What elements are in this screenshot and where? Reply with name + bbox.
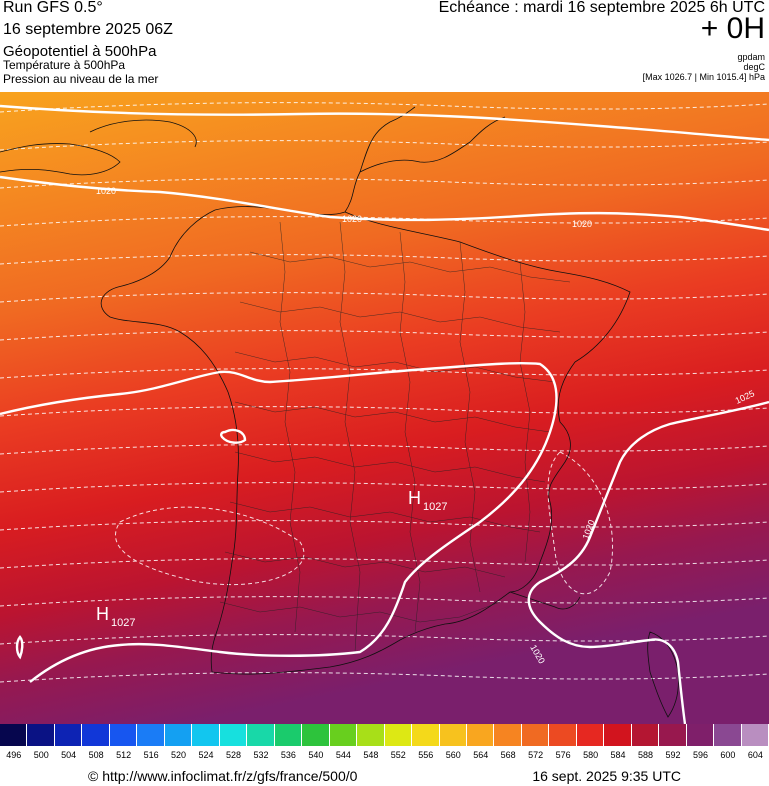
echeance-label: Echéance : mardi 16 septembre 2025 6h UT… xyxy=(438,0,765,16)
colorbar-swatch xyxy=(659,724,687,746)
colorbar-tick-label: 532 xyxy=(253,750,269,760)
layer-pressure-label: Pression au niveau de la mer xyxy=(3,72,159,86)
high-letter: H xyxy=(408,488,421,508)
colorbar-tick-label: 560 xyxy=(445,750,461,760)
colorbar-swatch xyxy=(109,724,138,746)
colorbar-tick-label: 580 xyxy=(583,750,599,760)
layer-geopotential-label: Géopotentiel à 500hPa xyxy=(3,43,157,60)
colorbar-swatch xyxy=(384,724,413,746)
run-date: 16 septembre 2025 06Z xyxy=(3,21,173,38)
colorbar-swatch xyxy=(27,724,55,746)
colorbar-swatch xyxy=(137,724,165,746)
forecast-offset: + 0H xyxy=(700,12,765,45)
colorbar-swatch xyxy=(604,724,632,746)
colorbar-tick-label: 576 xyxy=(555,750,571,760)
colorbar-tick-label: 604 xyxy=(747,750,763,760)
colorbar-swatch xyxy=(412,724,440,746)
layer-temperature-label: Température à 500hPa xyxy=(3,58,126,72)
colorbar-swatch xyxy=(494,724,522,746)
colorbar-tick-label: 540 xyxy=(308,750,324,760)
colorbar-tick-label: 516 xyxy=(143,750,159,760)
footer-credit: © http://www.infoclimat.fr/z/gfs/france/… xyxy=(88,768,358,784)
colorbar-tick-label: 588 xyxy=(638,750,654,760)
footer-timestamp: 16 sept. 2025 9:35 UTC xyxy=(532,768,681,784)
colorbar-labels: 496 500 504 508 512 516 520 524 528 532 536 540 544 5… xyxy=(0,749,769,763)
pressure-range: [Max 1026.7 | Min 1015.4] hPa xyxy=(642,72,765,82)
colorbar-tick-label: 544 xyxy=(335,750,351,760)
isobar-label: 1020 xyxy=(342,214,362,224)
colorbar-tick-label: 496 xyxy=(6,750,22,760)
weather-map[interactable]: 1020 1020 1020 1025 1020 1020 H 1027 H 1… xyxy=(0,92,769,724)
colorbar-swatch xyxy=(82,724,110,746)
high-letter: H xyxy=(96,604,109,624)
high-pressure-center-1: H 1027 xyxy=(408,488,447,513)
colorbar-swatch xyxy=(439,724,467,746)
colorbar-tick-label: 536 xyxy=(280,750,296,760)
colorbar-swatch xyxy=(274,724,303,746)
colorbar-tick-label: 568 xyxy=(500,750,516,760)
isobar-label: 1020 xyxy=(96,186,116,196)
colorbar-tick-label: 512 xyxy=(116,750,132,760)
colorbar-swatch xyxy=(247,724,275,746)
colorbar-swatch xyxy=(357,724,385,746)
colorbar-swatch xyxy=(686,724,715,746)
colorbar-tick-label: 500 xyxy=(33,750,49,760)
colorbar-tick-label: 548 xyxy=(363,750,379,760)
colorbar-tick-label: 600 xyxy=(720,750,736,760)
colorbar-swatch xyxy=(192,724,220,746)
colorbar-swatch xyxy=(219,724,248,746)
colorbar-tick-label: 584 xyxy=(610,750,626,760)
colorbar-swatch xyxy=(576,724,605,746)
unit-geopotential: gpdam xyxy=(737,52,765,62)
high-value: 1027 xyxy=(423,501,447,513)
department-borders xyxy=(219,221,571,653)
colorbar-tick-label: 564 xyxy=(473,750,489,760)
colorbar-swatch xyxy=(549,724,577,746)
colorbar-tick-label: 592 xyxy=(665,750,681,760)
high-pressure-center-2: H 1027 xyxy=(96,604,135,629)
colorbar-tick-label: 572 xyxy=(528,750,544,760)
colorbar-tick-label: 596 xyxy=(692,750,708,760)
run-title: Run GFS 0.5° xyxy=(3,0,103,16)
unit-temperature: degC xyxy=(743,62,765,72)
colorbar-swatch xyxy=(329,724,358,746)
high-value: 1027 xyxy=(111,617,135,629)
colorbar-swatch xyxy=(164,724,193,746)
colorbar-swatch xyxy=(741,724,769,746)
colorbar-swatch xyxy=(466,724,495,746)
geopotential-contours xyxy=(0,102,769,683)
colorbar-swatch xyxy=(54,724,83,746)
colorbar-swatch xyxy=(302,724,330,746)
isobars xyxy=(0,104,769,724)
colorbar-swatch xyxy=(0,724,28,746)
isobar-label: 1020 xyxy=(572,219,592,229)
colorbar-tick-label: 520 xyxy=(171,750,187,760)
colorbar-tick-label: 556 xyxy=(418,750,434,760)
colorbar-swatch xyxy=(521,724,550,746)
colorbar-tick-label: 508 xyxy=(88,750,104,760)
colorbar-tick-label: 524 xyxy=(198,750,214,760)
colorbar-tick-label: 528 xyxy=(225,750,241,760)
colorbar-swatch xyxy=(631,724,660,746)
colorbar-tick-label: 504 xyxy=(61,750,77,760)
temperature-colorbar xyxy=(0,724,769,746)
colorbar-tick-label: 552 xyxy=(390,750,406,760)
colorbar-swatch xyxy=(714,724,742,746)
temperature-field xyxy=(0,92,769,724)
